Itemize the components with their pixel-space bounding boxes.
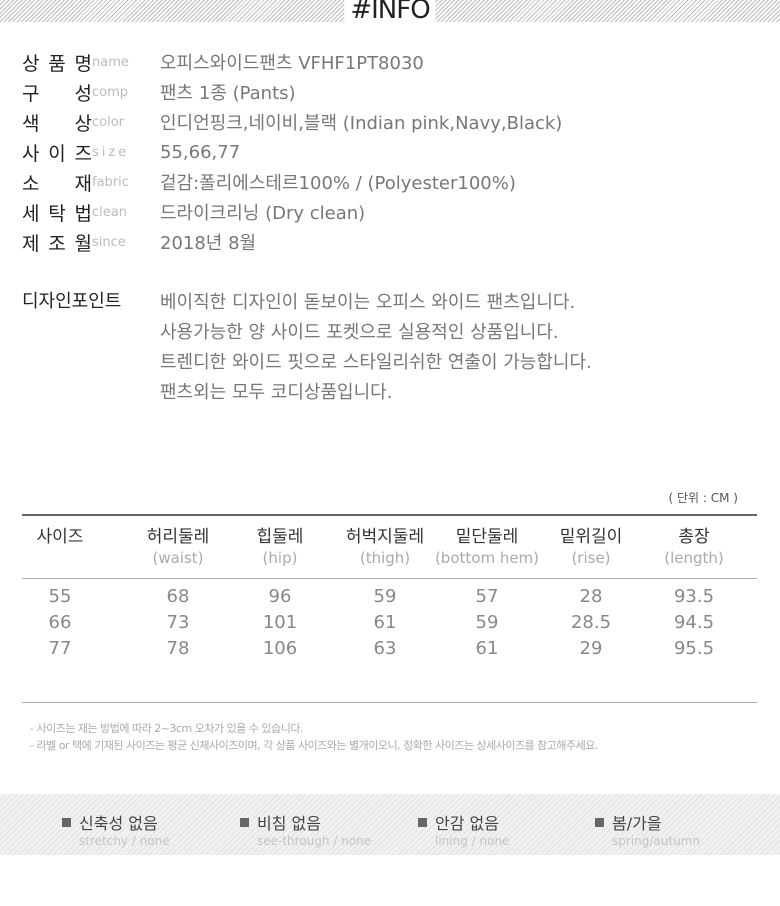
info-value: 인디언핑크,네이비,블랙 (Indian pink,Navy,Black) <box>160 113 563 134</box>
column-subheader: (hip) <box>262 549 298 567</box>
table-cell: 95.5 <box>673 638 715 659</box>
table-cell: 59 <box>373 586 397 607</box>
feature-item: 봄/가을 spring/autumn <box>595 810 700 848</box>
column-subheader: (length) <box>664 549 724 567</box>
feature-item: 신축성 없음 stretchy / none <box>62 810 170 848</box>
feature-sublabel: see-through / none <box>257 834 372 848</box>
feature-label: 안감 없음 <box>435 814 499 833</box>
design-line: 사용가능한 양 사이드 포켓으로 실용적인 상품입니다. <box>160 322 559 343</box>
info-value: 2018년 8월 <box>160 233 257 254</box>
info-row: 세 탁 법 clean 드라이크리닝 (Dry clean) <box>22 197 365 227</box>
table-cell: 101 <box>262 612 298 633</box>
table-cell: 77 <box>48 638 72 659</box>
feature-item: 안감 없음 lining / none <box>418 810 509 848</box>
table-cell: 94.5 <box>673 612 715 633</box>
table-cell: 29 <box>579 638 603 659</box>
column-header: 밑위길이 <box>559 527 623 547</box>
table-cell: 59 <box>475 612 499 633</box>
note: - 사이즈는 재는 방법에 따라 2~3cm 오차가 있을 수 있습니다. <box>30 722 303 735</box>
column-header: 총장 <box>678 527 710 547</box>
table-cell: 55 <box>48 586 72 607</box>
table-cell: 61 <box>373 612 397 633</box>
info-sublabel: comp <box>92 84 129 100</box>
table-cell: 63 <box>373 638 397 659</box>
note: - 라벨 or 택에 기재된 사이즈는 평균 신체사이즈이며, 각 상품 사이즈… <box>30 739 598 752</box>
info-sublabel: color <box>92 114 125 130</box>
table-bottom-line <box>22 702 757 703</box>
info-row: 구 성 comp 팬츠 1종 (Pants) <box>22 77 296 107</box>
table-cell: 106 <box>262 638 298 659</box>
info-sublabel: fabric <box>92 174 129 190</box>
feature-label: 봄/가을 <box>612 814 662 833</box>
design-line: 베이직한 디자인이 돋보이는 오피스 와이드 팬츠입니다. <box>160 292 576 313</box>
feature-sublabel: spring/autumn <box>612 834 700 848</box>
design-line: 트렌디한 와이드 핏으로 스타일리쉬한 연출이 가능합니다. <box>160 352 592 373</box>
square-bullet-icon <box>240 817 249 827</box>
table-cell: 57 <box>475 586 499 607</box>
feature-item: 비침 없음 see-through / none <box>240 810 371 848</box>
table-cell: 68 <box>166 586 190 607</box>
info-sublabel: clean <box>92 204 127 220</box>
features-band: 신축성 없음 stretchy / none 비침 없음 see-through / … <box>0 794 780 855</box>
feature-label: 비침 없음 <box>257 814 321 833</box>
column-header: 사이즈 <box>36 527 84 547</box>
column-header: 허리둘레 <box>146 527 210 547</box>
info-value: 팬츠 1종 (Pants) <box>160 83 296 104</box>
square-bullet-icon <box>595 817 604 827</box>
column-header: 허벅지둘레 <box>345 527 425 547</box>
table-cell: 73 <box>166 612 190 633</box>
table-cell: 96 <box>268 586 292 607</box>
table-cell: 28 <box>579 586 603 607</box>
table-cell: 61 <box>475 638 499 659</box>
design-line: 팬츠외는 모두 코디상품입니다. <box>160 382 393 403</box>
table-header-line <box>22 578 757 579</box>
feature-sublabel: lining / none <box>435 834 510 848</box>
info-row: 제 조 월 since 2018년 8월 <box>22 227 256 257</box>
info-value: 오피스와이드팬츠 VFHF1PT8030 <box>160 53 424 74</box>
header-band: #INFO <box>0 0 780 24</box>
feature-sublabel: stretchy / none <box>79 834 170 848</box>
feature-label: 신축성 없음 <box>79 814 158 833</box>
page-title: #INFO <box>344 0 436 24</box>
info-value: 겉감:폴리에스테르100% / (Polyester100%) <box>160 173 516 194</box>
square-bullet-icon <box>62 817 71 827</box>
column-header: 밑단둘레 <box>455 527 519 547</box>
info-row: 상 품 명 name 오피스와이드팬츠 VFHF1PT8030 <box>22 47 424 77</box>
info-value: 드라이크리닝 (Dry clean) <box>160 203 366 224</box>
column-subheader: (rise) <box>571 549 611 567</box>
square-bullet-icon <box>418 817 427 827</box>
info-row: 색 상 color 인디언핑크,네이비,블랙 (Indian pink,Navy,Bl… <box>22 107 562 137</box>
info-row: 사 이 즈 size 55,66,77 <box>22 137 240 167</box>
info-value: 55,66,77 <box>160 141 241 163</box>
table-cell: 28.5 <box>570 612 612 633</box>
table-top-line <box>22 514 757 516</box>
info-sublabel: name <box>92 54 129 70</box>
column-subheader: (waist) <box>152 549 204 567</box>
info-sublabel: since <box>92 234 126 250</box>
info-sublabel: size <box>92 144 130 160</box>
design-point-label: 디자인포인트 <box>22 291 122 312</box>
info-row: 소 재 fabric 겉감:폴리에스테르100% / (Polyester100%) <box>22 167 516 197</box>
column-subheader: (bottom hem) <box>434 549 540 567</box>
table-cell: 66 <box>48 612 72 633</box>
column-subheader: (thigh) <box>359 549 411 567</box>
unit-label: ( 단위 : CM ) <box>668 491 738 505</box>
table-cell: 78 <box>166 638 190 659</box>
column-header: 힙둘레 <box>256 527 304 547</box>
table-cell: 93.5 <box>673 586 715 607</box>
